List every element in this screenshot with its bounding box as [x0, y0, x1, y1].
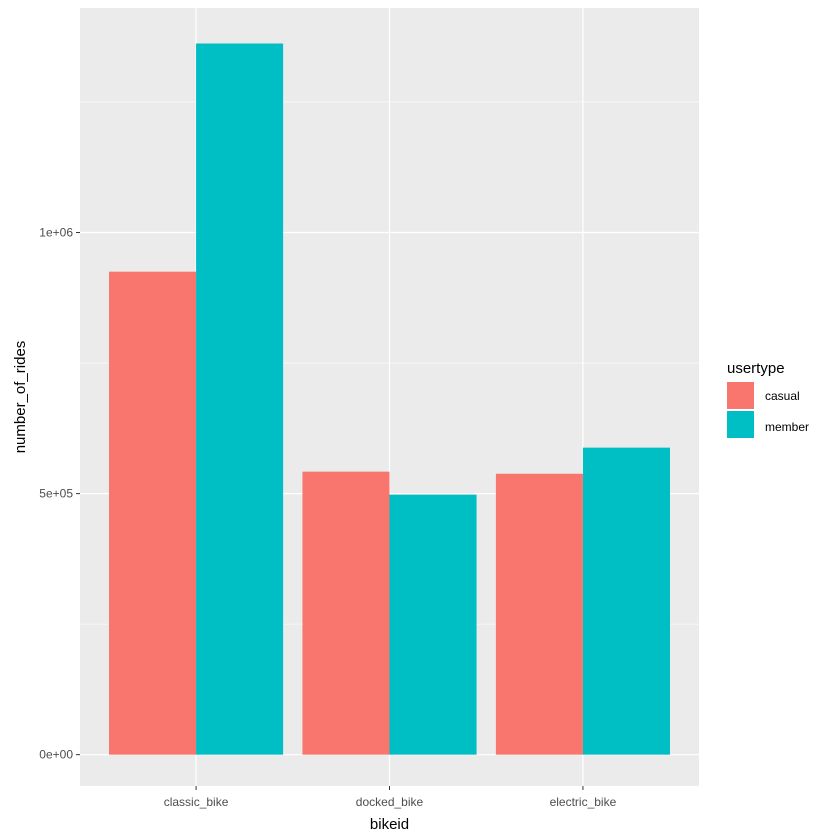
- bar-member-docked_bike: [389, 494, 477, 755]
- y-axis-title: number_of_rides: [12, 341, 29, 454]
- x-tick-label: electric_bike: [550, 795, 617, 809]
- y-tick-label: 0e+00: [39, 748, 73, 762]
- legend-key-casual: [727, 382, 754, 409]
- legend: usertype casual member: [727, 360, 809, 438]
- bar-member-electric_bike: [582, 447, 670, 755]
- legend-title: usertype: [727, 360, 785, 377]
- x-tick-label: classic_bike: [164, 795, 229, 809]
- x-axis-title: bikeid: [370, 816, 409, 833]
- bars: [109, 43, 670, 755]
- axes: 0e+00 5e+05 1e+06 classic_bike docked_bike el…: [39, 226, 616, 809]
- legend-key-member: [727, 411, 754, 438]
- bar-member-classic_bike: [196, 43, 284, 755]
- y-tick-label: 1e+06: [39, 226, 73, 240]
- bar-casual-docked_bike: [302, 471, 390, 755]
- x-tick-label: docked_bike: [356, 795, 424, 809]
- bar-casual-electric_bike: [495, 473, 583, 755]
- legend-label-casual: casual: [765, 389, 800, 403]
- legend-label-member: member: [765, 420, 809, 434]
- bar-casual-classic_bike: [109, 271, 197, 755]
- y-tick-label: 5e+05: [39, 487, 73, 501]
